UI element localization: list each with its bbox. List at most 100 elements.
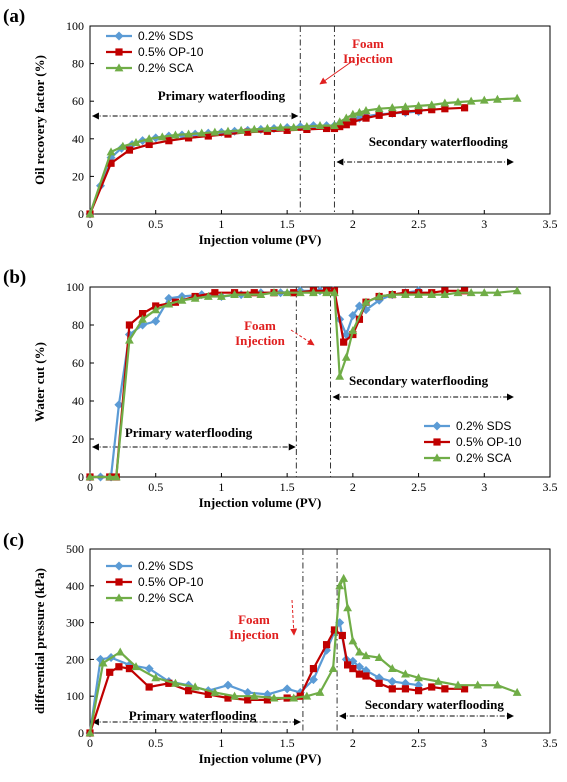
legend-marker (432, 421, 442, 431)
data-point (322, 288, 331, 297)
y-axis-title: Oil recovery factor (%) (32, 55, 47, 185)
legend-marker (114, 63, 124, 72)
data-point (295, 288, 305, 297)
y-tick-label: 0 (78, 726, 84, 740)
data-point (145, 683, 153, 691)
data-point (111, 472, 121, 481)
data-point (309, 288, 318, 297)
data-point (210, 687, 220, 696)
data-point (263, 696, 272, 704)
data-point (276, 122, 285, 131)
data-point (387, 676, 397, 686)
series-3 (85, 286, 522, 481)
y-axis-title: Water cut (%) (32, 342, 47, 422)
x-tick-label: 1 (218, 736, 224, 750)
data-point (493, 680, 502, 689)
data-point (85, 472, 95, 481)
data-point (302, 121, 312, 130)
data-point (309, 665, 318, 673)
y-tick-label: 100 (66, 19, 84, 33)
data-point (427, 100, 437, 109)
data-point (115, 663, 123, 671)
data-point (361, 106, 371, 114)
x-tick-label: 0.5 (148, 736, 163, 750)
data-point (460, 287, 469, 295)
data-point (512, 687, 522, 696)
legend-marker (114, 593, 124, 602)
legend: 0.2% SDS 0.5% OP-10 0.2% SCA (106, 559, 204, 605)
data-point (401, 669, 410, 678)
data-point (349, 118, 357, 126)
x-tick-label: 1.5 (280, 736, 295, 750)
legend-marker (115, 578, 123, 586)
data-point (348, 311, 358, 320)
data-point (401, 290, 410, 298)
data-point (330, 626, 339, 634)
data-point (355, 670, 364, 678)
data-point (269, 693, 279, 702)
data-point (244, 696, 252, 704)
data-point (249, 691, 259, 700)
data-point (440, 98, 450, 107)
data-point (263, 123, 272, 132)
data-point (138, 310, 147, 318)
data-point (433, 676, 443, 685)
data-point (354, 301, 364, 311)
x-tick-label: 3 (481, 480, 487, 494)
data-point (138, 314, 147, 323)
chart-panel-3: (c) 0 0.5 1 1.5 2 2.5 3 3.5 0 100 200 300 400 500 Injec… (3, 530, 558, 766)
data-point (197, 128, 207, 137)
data-point (362, 672, 370, 680)
data-point (224, 694, 232, 702)
x-tick-label: 1.5 (280, 217, 295, 231)
data-point (204, 132, 212, 140)
data-point (223, 680, 233, 690)
data-point (460, 104, 469, 112)
y-tick-label: 20 (72, 169, 84, 183)
data-point (282, 684, 292, 694)
data-point (339, 573, 349, 582)
data-point (107, 159, 115, 167)
data-point (355, 647, 364, 656)
x-tick-label: 2.5 (411, 217, 426, 231)
data-point (453, 680, 463, 689)
x-axis-title: Injection volume (PV) (199, 232, 322, 247)
data-point (335, 581, 345, 590)
x-tick-label: 2.5 (411, 480, 426, 494)
x-tick-label: 2 (350, 480, 356, 494)
data-point (512, 93, 522, 102)
data-point (230, 290, 239, 298)
data-point (427, 290, 437, 298)
legend-label: 0.2% SDS (456, 419, 511, 433)
x-tick-label: 1.5 (280, 480, 295, 494)
legend-marker (114, 31, 124, 41)
y-tick-label: 80 (72, 57, 84, 71)
data-point (322, 124, 331, 133)
data-point (342, 121, 350, 129)
x-tick-label: 3.5 (543, 480, 558, 494)
panel-label: (a) (3, 6, 25, 27)
data-point (236, 125, 246, 134)
x-tick-label: 0.5 (148, 480, 163, 494)
data-point (315, 687, 325, 696)
data-point (230, 691, 239, 700)
data-point (493, 288, 502, 297)
data-point (349, 665, 357, 673)
data-point (348, 109, 358, 118)
data-point (374, 291, 384, 300)
data-point (344, 661, 352, 669)
data-point (256, 290, 266, 298)
y-tick-label: 60 (72, 356, 84, 370)
data-point (164, 299, 174, 308)
x-tick-label: 0 (87, 736, 93, 750)
x-axis-title: Injection volume (PV) (199, 495, 322, 510)
data-point (282, 288, 292, 297)
data-point (361, 651, 371, 660)
plot-frame (89, 25, 551, 215)
data-point (144, 134, 154, 143)
data-point (453, 288, 463, 297)
series-2 (86, 104, 469, 218)
data-point (211, 289, 219, 297)
series-3 (85, 573, 522, 737)
